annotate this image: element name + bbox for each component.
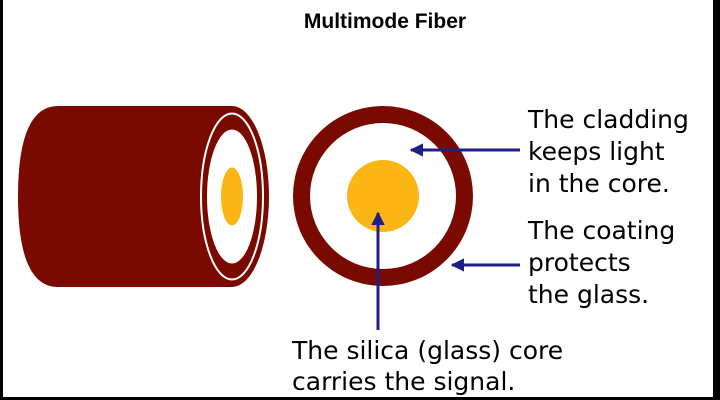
fiber-cross-section [293, 106, 473, 286]
coating-label-line-1: The coating [527, 216, 675, 245]
cladding-label-line-3: in the core. [528, 169, 670, 198]
core-label-line-2: carries the signal. [292, 367, 515, 396]
silica-core [347, 160, 419, 232]
core-label: The silica (glass) core carries the sign… [291, 336, 571, 396]
cylinder-body [18, 106, 232, 287]
cladding-label-line-2: keeps light [528, 137, 665, 166]
cylinder-end-highlight [200, 112, 264, 281]
diagram-title: Multimode Fiber [304, 10, 466, 33]
coating-label-line-3: the glass. [528, 280, 649, 309]
cladding-label: The cladding keeps light in the core. [527, 105, 697, 198]
cladding-label-line-1: The cladding [527, 105, 689, 134]
coating-label: The coating protects the glass. [527, 216, 683, 309]
core-label-line-1: The silica (glass) core [291, 336, 563, 365]
fiber-cylinder [18, 106, 269, 287]
cylinder-end-core [221, 167, 243, 226]
coating-label-line-2: protects [528, 248, 631, 277]
